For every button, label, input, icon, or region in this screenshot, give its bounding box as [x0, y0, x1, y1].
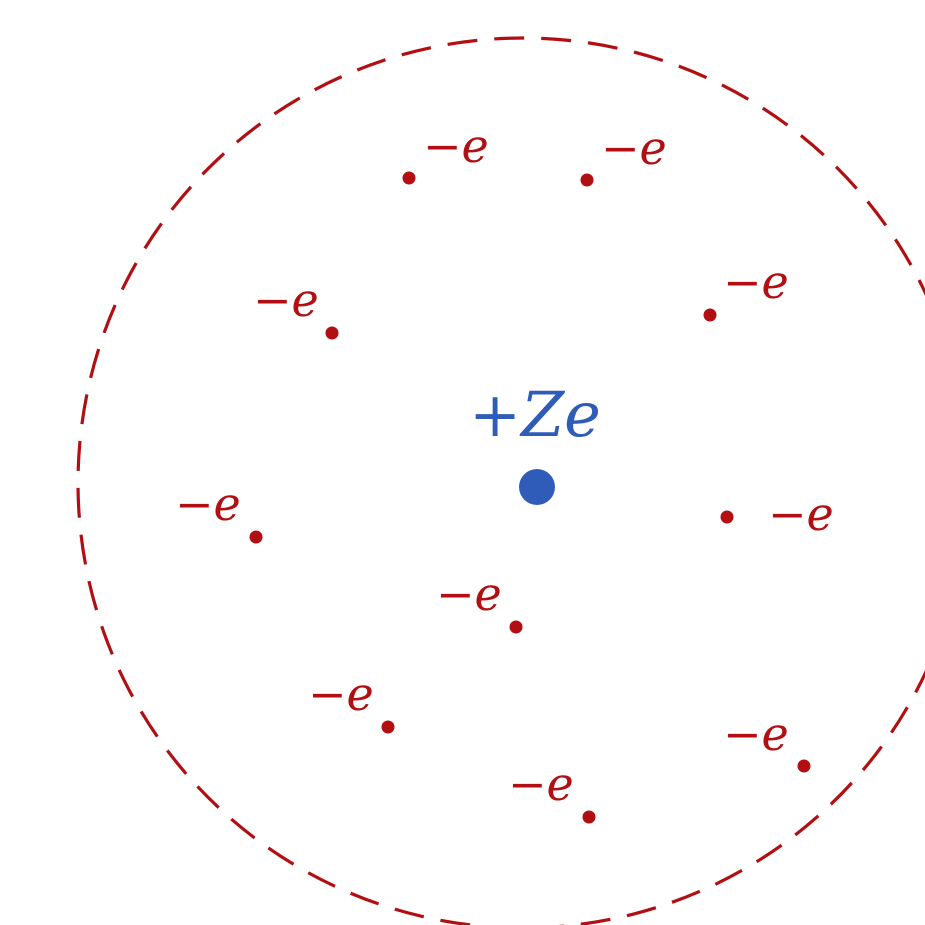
electron-label: −e — [723, 707, 789, 761]
electron-label: −e — [253, 273, 319, 327]
electron-label: −e — [723, 255, 789, 309]
electron: −e — [720, 487, 834, 541]
electron-dot — [381, 720, 395, 734]
atom-boundary — [76, 36, 925, 925]
electron: −e — [308, 667, 395, 734]
electron: −e — [402, 119, 489, 185]
electron-label: −e — [175, 477, 241, 531]
nucleus-label: +Ze — [469, 378, 601, 451]
electron: −e — [436, 567, 523, 634]
electron: −e — [580, 121, 667, 187]
electron: −e — [253, 273, 339, 340]
electron-label: −e — [768, 487, 834, 541]
electron-dot — [402, 171, 416, 185]
electron: −e — [703, 255, 789, 322]
electron-dot — [720, 510, 734, 524]
electron-dot — [797, 759, 811, 773]
electron-dot — [509, 620, 523, 634]
electron: −e — [508, 757, 596, 824]
electron-label: −e — [436, 567, 502, 621]
electron-label: −e — [601, 121, 667, 175]
electron-label: −e — [423, 119, 489, 173]
electron-dot — [703, 308, 717, 322]
electron-dot — [249, 530, 263, 544]
electron: −e — [175, 477, 263, 544]
electron: −e — [723, 707, 811, 773]
electron-dot — [582, 810, 596, 824]
electron-dot — [325, 326, 339, 340]
nucleus-dot — [519, 469, 555, 505]
electron-dot — [580, 173, 594, 187]
electron-label: −e — [508, 757, 574, 811]
electron-label: −e — [308, 667, 374, 721]
